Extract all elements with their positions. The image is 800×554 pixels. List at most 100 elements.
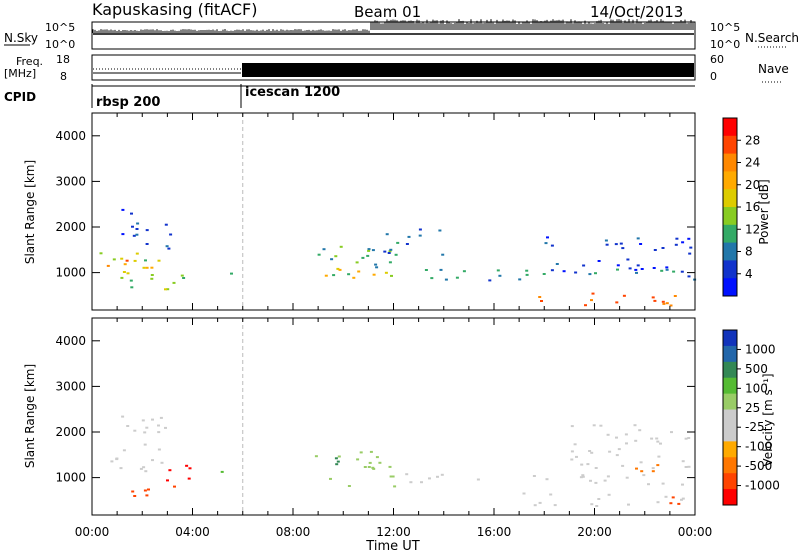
velocity-cell [671, 496, 675, 499]
velocity-cell [151, 418, 154, 421]
x-tick-label: 16:00 [477, 525, 512, 539]
x-tick-label: 00:00 [75, 525, 110, 539]
power-colorbar-tick-label: 28 [745, 133, 760, 147]
power-cell [594, 272, 597, 275]
power-cell [352, 276, 356, 279]
power-cell [388, 261, 392, 264]
velocity-cell [115, 457, 119, 460]
noise-panel: N.Sky 10^5 10^0 10^5 10^0 N.Search [4, 19, 799, 51]
freq-label-line1: Freq. [16, 55, 43, 68]
velocity-cell [139, 467, 143, 470]
power-cell [653, 299, 657, 302]
power-cell [145, 229, 149, 232]
velocity-colorbar-tick-label: -500 [745, 459, 772, 473]
power-cell [150, 266, 154, 269]
velocity-cell [581, 474, 585, 477]
velocity-colorbar-swatch [723, 441, 737, 458]
freq-right-tick-top: 60 [710, 53, 724, 66]
power-colorbar-swatch [723, 207, 737, 226]
power-cell [651, 296, 655, 299]
velocity-cell [371, 466, 375, 469]
velocity-colorbar-tick-label: 25 [745, 401, 760, 415]
velocity-cell [580, 463, 584, 466]
velocity-cell [356, 458, 360, 461]
date-title: 14/Oct/2013 [590, 3, 683, 21]
velocity-cell [633, 424, 637, 427]
velocity-cell [133, 429, 137, 432]
power-cell [394, 253, 398, 256]
power-ytick-label: 2000 [55, 220, 86, 234]
velocity-cell [590, 451, 594, 454]
velocity-cell [635, 467, 638, 470]
cpid-label: CPID [4, 90, 36, 104]
velocity-cell [440, 473, 444, 476]
power-cell [367, 248, 371, 251]
power-cell [385, 233, 389, 236]
velocity-cell [603, 479, 607, 482]
velocity-cell [393, 485, 397, 488]
velocity-cell [607, 493, 611, 496]
power-cell [538, 296, 542, 298]
power-cell [525, 273, 529, 276]
power-cell [628, 267, 632, 270]
velocity-ytick-label: 1000 [55, 471, 86, 485]
velocity-colorbar-tick-label: 1000 [745, 342, 776, 356]
velocity-cell [122, 449, 126, 452]
power-cell [317, 253, 321, 256]
cpid-panel: CPID rbsp 200 icescan 1200 [4, 84, 695, 110]
power-ytick-label: 1000 [55, 266, 86, 280]
power-colorbar-tick-label: 8 [745, 245, 753, 259]
velocity-cell [143, 489, 147, 492]
power-cell [636, 264, 640, 267]
power-colorbar-swatch [723, 118, 737, 137]
power-cell [622, 294, 626, 297]
velocity-cell [337, 455, 341, 458]
beam-title: Beam 01 [354, 3, 421, 21]
velocity-cell [642, 474, 646, 477]
power-cell [674, 243, 678, 246]
power-cell [669, 304, 673, 307]
velocity-cell [359, 451, 363, 454]
noise-left-tick-top: 10^5 [45, 21, 75, 34]
power-cell [616, 268, 619, 271]
velocity-cell [625, 442, 628, 445]
velocity-cell [388, 465, 392, 468]
freq-panel-frame [91, 54, 696, 81]
power-cell [652, 267, 656, 269]
velocity-cell [677, 502, 681, 505]
power-cell [588, 273, 592, 276]
power-cell [662, 302, 666, 305]
cpid-program-2: icescan 1200 [245, 85, 340, 100]
power-cell [544, 242, 548, 245]
power-cell [444, 278, 448, 281]
power-colorbar-swatch [723, 278, 737, 297]
velocity-cell [615, 454, 619, 457]
velocity-cell [664, 495, 668, 498]
cpid-program-1: rbsp 200 [96, 95, 160, 110]
power-cell [681, 241, 685, 244]
velocity-cell [133, 495, 137, 497]
noise-trace [92, 19, 694, 35]
power-cell [396, 241, 400, 244]
velocity-cell [634, 439, 638, 442]
velocity-cell [220, 470, 224, 473]
power-cell [332, 274, 336, 277]
power-cell [182, 277, 186, 279]
power-cell [430, 277, 434, 280]
velocity-cell [606, 475, 610, 478]
velocity-cell [592, 424, 596, 427]
power-cell [584, 304, 587, 307]
velocity-cell [606, 433, 610, 436]
x-tick-label: 04:00 [175, 525, 210, 539]
velocity-cell [638, 429, 642, 432]
power-ytick-label: 4000 [55, 129, 86, 143]
power-colorbar-swatch [723, 171, 737, 190]
velocity-colorbar-frame [722, 329, 738, 506]
velocity-axis-ticks: 1000 2000 3000 4000 [55, 318, 696, 515]
power-cell [462, 270, 466, 273]
power-cell [361, 256, 365, 259]
velocity-cell [185, 464, 189, 467]
velocity-cell [375, 456, 379, 459]
velocity-colorbar-swatch [723, 345, 737, 363]
power-colorbar-swatch [723, 135, 737, 155]
